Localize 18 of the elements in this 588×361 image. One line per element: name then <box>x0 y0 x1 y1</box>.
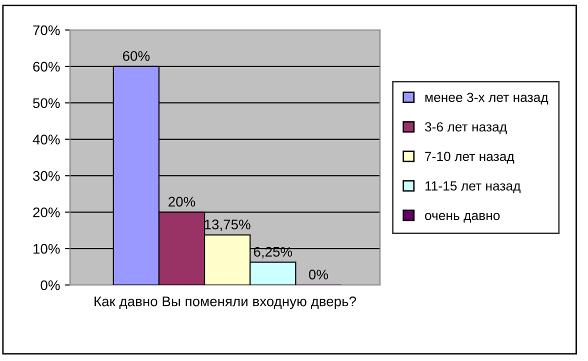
y-tick-label: 10% <box>34 244 60 254</box>
y-tick-label: 40% <box>32 134 60 144</box>
y-tick-label: 0% <box>40 280 60 290</box>
legend-label: 3-6 лет назад <box>424 122 507 134</box>
data-label: 13,75% <box>204 220 250 232</box>
y-tick-label: 60% <box>33 62 60 72</box>
y-tick-label: 70% <box>33 25 60 36</box>
data-label: 0% <box>308 270 328 280</box>
y-tick-label: 20% <box>33 207 60 218</box>
data-label: 60% <box>122 51 150 61</box>
x-tick-label: Как давно Вы поменяли входную дверь? <box>94 296 356 310</box>
y-tick-label: 50% <box>33 98 60 108</box>
legend-label: очень давно <box>425 212 500 223</box>
data-label: 20% <box>168 196 196 207</box>
legend-label: менее 3-х лет назад <box>425 92 548 105</box>
legend-label: 11-15 лет назад <box>425 181 521 194</box>
y-tick-label: 30% <box>33 171 60 181</box>
legend-label: 7-10 лет назад <box>425 152 514 164</box>
